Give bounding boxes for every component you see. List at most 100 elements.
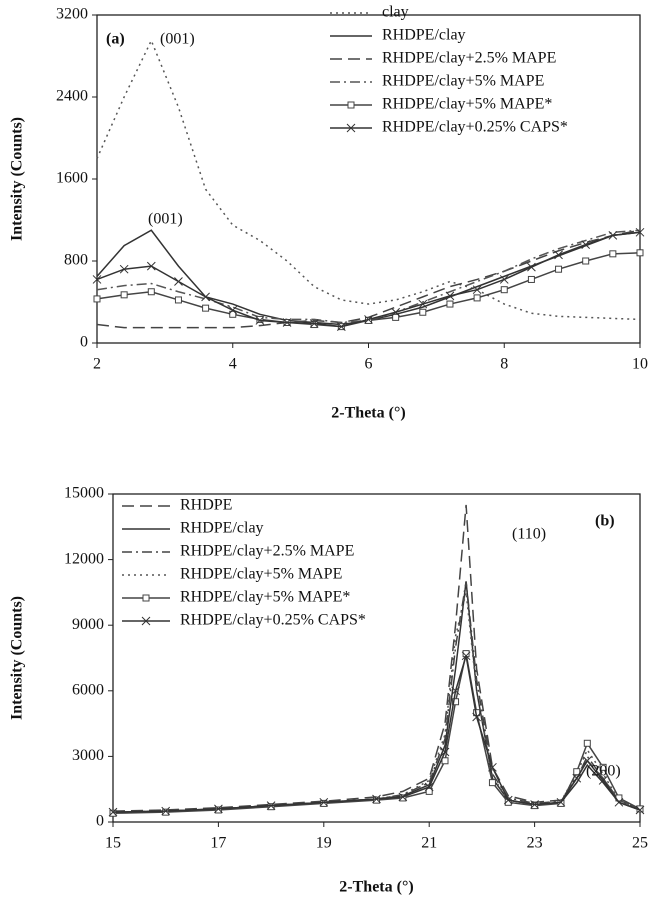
y-tick-label: 6000 xyxy=(72,681,104,698)
y-tick-label: 12000 xyxy=(64,550,104,567)
x-tick-label: 10 xyxy=(632,356,648,373)
series-line xyxy=(96,229,641,329)
marker xyxy=(201,292,210,302)
marker xyxy=(108,807,118,817)
marker xyxy=(120,291,128,299)
legend-label: RHDPE/clay+5% MAPE xyxy=(180,566,342,583)
marker xyxy=(582,257,590,265)
marker xyxy=(527,262,536,272)
marker xyxy=(609,250,617,258)
marker xyxy=(472,712,481,722)
marker xyxy=(582,756,592,766)
marker xyxy=(162,808,170,816)
y-tick-label: 9000 xyxy=(72,616,104,633)
marker xyxy=(554,250,563,260)
marker xyxy=(440,747,450,757)
series-line xyxy=(112,655,641,813)
x-tick-label: 25 xyxy=(632,835,648,852)
marker xyxy=(418,299,428,309)
marker xyxy=(425,787,433,795)
x-tick-label: 17 xyxy=(210,835,226,852)
marker xyxy=(499,275,509,284)
marker xyxy=(572,773,582,783)
marker xyxy=(573,768,581,776)
y-tick-label: 800 xyxy=(64,252,88,269)
legend-label: RHDPE/clay+0.25% CAPS* xyxy=(382,119,568,136)
series-line xyxy=(96,252,641,328)
annotation: (200) xyxy=(586,763,621,780)
legend-marker xyxy=(141,616,151,626)
marker xyxy=(446,300,454,308)
marker xyxy=(174,277,183,286)
x-axis-label: 2-Theta (°) xyxy=(331,405,405,422)
marker xyxy=(147,288,155,296)
y-tick-label: 1600 xyxy=(56,170,88,187)
marker xyxy=(608,231,618,240)
y-tick-label: 0 xyxy=(80,334,88,351)
marker xyxy=(557,799,565,807)
x-tick-label: 15 xyxy=(105,835,121,852)
legend-marker xyxy=(346,123,356,133)
marker xyxy=(214,804,223,814)
x-tick-label: 19 xyxy=(316,835,332,852)
marker xyxy=(282,318,292,327)
marker xyxy=(531,802,539,810)
x-tick-label: 23 xyxy=(527,835,543,852)
marker xyxy=(451,686,460,696)
marker xyxy=(399,794,407,802)
plot-frame xyxy=(112,493,641,823)
marker xyxy=(161,806,171,816)
y-tick-label: 3200 xyxy=(56,6,88,23)
marker xyxy=(255,316,265,325)
marker xyxy=(530,800,539,809)
marker xyxy=(364,315,373,324)
legend-label: RHDPE/clay+2.5% MAPE xyxy=(180,543,354,560)
marker xyxy=(229,310,237,318)
marker xyxy=(310,321,318,329)
marker xyxy=(119,264,129,274)
x-tick-label: 8 xyxy=(500,356,508,373)
marker xyxy=(635,227,645,237)
marker xyxy=(556,797,566,807)
marker xyxy=(372,794,381,804)
marker xyxy=(441,757,449,765)
x-axis-label: 2-Theta (°) xyxy=(339,879,413,896)
legend-label: RHDPE/clay+5% MAPE* xyxy=(382,96,552,113)
legend-label: RHDPE/clay+5% MAPE xyxy=(382,73,544,90)
marker xyxy=(555,265,563,273)
legend-marker xyxy=(347,101,355,109)
marker xyxy=(500,286,508,294)
x-tick-label: 21 xyxy=(421,835,437,852)
marker xyxy=(391,307,401,317)
marker xyxy=(583,739,591,747)
marker xyxy=(146,261,156,271)
series-line xyxy=(112,653,641,815)
series-line xyxy=(96,229,641,324)
y-tick-label: 2400 xyxy=(56,88,88,105)
marker xyxy=(174,296,182,304)
y-axis-label: Intensity (Counts) xyxy=(9,596,26,720)
marker xyxy=(319,797,329,807)
x-tick-label: 2 xyxy=(93,356,101,373)
x-tick-label: 4 xyxy=(229,356,237,373)
marker xyxy=(599,763,607,771)
legend-label: RHDPE xyxy=(180,497,232,514)
annotation: (001) xyxy=(148,211,183,228)
marker xyxy=(398,792,408,802)
plot-frame xyxy=(96,14,641,344)
marker xyxy=(392,313,400,321)
marker xyxy=(373,796,380,804)
annotation: (110) xyxy=(512,526,546,543)
marker xyxy=(636,249,644,257)
marker xyxy=(109,809,117,817)
marker xyxy=(93,295,101,303)
legend-label: clay xyxy=(382,4,409,21)
marker xyxy=(214,806,222,814)
legend-label: RHDPE/clay xyxy=(180,520,264,537)
marker xyxy=(202,304,210,312)
marker xyxy=(419,308,427,316)
legend-label: RHDPE/clay+2.5% MAPE xyxy=(382,50,556,67)
y-tick-label: 3000 xyxy=(72,747,104,764)
marker xyxy=(635,805,645,815)
legend-marker xyxy=(142,594,150,602)
